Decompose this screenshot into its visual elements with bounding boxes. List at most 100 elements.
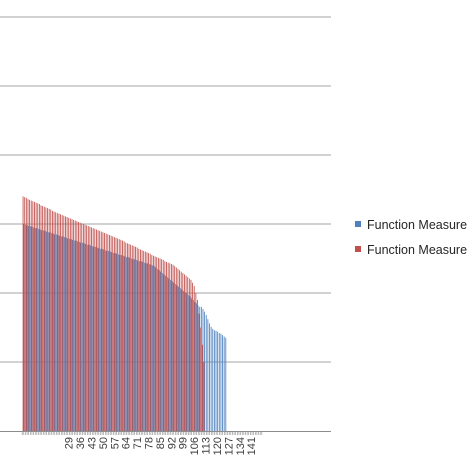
bar-series-1	[209, 323, 210, 431]
bar-series-2	[174, 266, 176, 431]
bar-series-1	[90, 245, 91, 431]
bar-series-1	[156, 268, 158, 431]
bar-series-2	[136, 247, 138, 431]
bar-series-2	[188, 278, 190, 431]
bar-series-1	[169, 279, 171, 431]
bar-series-1	[124, 256, 126, 431]
bar-series-1	[44, 230, 46, 431]
bar-series-2	[37, 203, 39, 431]
bar-series-1	[189, 296, 191, 431]
bar-series-1	[171, 281, 173, 431]
bar-series-1	[117, 254, 119, 431]
bar-series-2	[197, 299, 198, 431]
bar-series-2	[169, 263, 171, 431]
bar-series-2	[149, 253, 151, 431]
bar-series-2	[131, 245, 133, 431]
bar-series-1	[55, 234, 57, 431]
bar-series-2	[144, 251, 146, 431]
bar-series-1	[143, 262, 145, 431]
bar-series-2	[140, 249, 141, 431]
bar-series-2	[146, 252, 148, 431]
bar-series-1	[122, 255, 124, 431]
bar-series-2	[156, 257, 158, 431]
bar-series-1	[166, 277, 168, 431]
bar-series-2	[198, 313, 200, 431]
bar-series-1	[88, 244, 90, 431]
bar-series-1	[196, 303, 197, 431]
bar-series-2	[78, 221, 79, 431]
bar-series-2	[73, 219, 75, 431]
bar-series-2	[141, 250, 143, 431]
bar-series-1	[33, 227, 34, 431]
bar-series-1	[72, 239, 73, 431]
bar-series-2	[115, 237, 117, 431]
bar-series-2	[200, 327, 202, 431]
bar-series-2	[92, 228, 94, 431]
bar-series-1	[182, 290, 184, 431]
bar-series-2	[118, 239, 120, 431]
bar-series-1	[101, 248, 103, 431]
bar-series-1	[218, 333, 220, 431]
bar-series-1	[197, 305, 199, 431]
bar-series-1	[60, 236, 62, 431]
bar-series-1	[125, 257, 127, 431]
bar-series-2	[161, 259, 163, 431]
bar-series-1	[80, 242, 82, 431]
bar-series-1	[199, 306, 201, 431]
bar-series-1	[217, 331, 219, 431]
bar-series-2	[179, 270, 180, 431]
bar-series-2	[35, 202, 37, 431]
bar-series-2	[159, 258, 161, 431]
bar-series-2	[182, 272, 184, 431]
bar-series-1	[174, 284, 176, 431]
bar-series	[22, 196, 227, 431]
bar-series-2	[34, 201, 35, 431]
bar-series-2	[91, 227, 92, 431]
bar-series-1	[34, 228, 36, 431]
bar-series-2	[122, 240, 123, 431]
bar-series-2	[89, 226, 91, 431]
bar-series-1	[75, 240, 77, 431]
x-tick-label: 92	[166, 437, 178, 449]
bar-series-2	[180, 271, 182, 431]
bar-series-2	[170, 264, 172, 431]
bar-series-1	[109, 251, 111, 431]
bar-series-1	[155, 267, 157, 431]
x-tick-label: 106	[189, 437, 201, 455]
bar-series-1	[104, 250, 106, 431]
bar-series-2	[45, 207, 47, 431]
legend-label-series-2: Function Measure	[367, 243, 467, 257]
bar-series-2	[120, 239, 122, 431]
bar-series-1	[73, 240, 75, 431]
bar-series-2	[166, 261, 167, 431]
x-tick-label: 134	[235, 437, 247, 455]
legend-swatch-series-1	[355, 221, 361, 227]
bar-series-1	[67, 238, 69, 431]
bar-series-1	[161, 272, 163, 431]
bar-series-2	[25, 197, 27, 431]
grid-lines	[0, 16, 331, 363]
bar-series-2	[185, 275, 187, 431]
bar-series-1	[194, 301, 196, 431]
bar-series-2	[167, 262, 169, 431]
bar-series-2	[51, 210, 53, 431]
bar-series-1	[96, 247, 98, 431]
x-axis	[0, 431, 331, 435]
bar-series-1	[47, 232, 49, 431]
bar-series-2	[56, 212, 58, 431]
bar-series-1	[36, 228, 38, 431]
bar-series-1	[192, 299, 194, 431]
bar-series-1	[225, 337, 227, 431]
bar-series-2	[29, 199, 31, 431]
bar-series-2	[24, 197, 26, 431]
bar-series-1	[138, 261, 140, 431]
bar-series-1	[210, 326, 212, 431]
bar-series-2	[177, 268, 179, 431]
bar-series-1	[39, 229, 41, 431]
bar-series-2	[27, 199, 29, 431]
bar-series-1	[49, 232, 51, 431]
bar-series-1	[222, 335, 223, 431]
bar-series-2	[164, 261, 166, 431]
bar-series-1	[62, 236, 64, 431]
